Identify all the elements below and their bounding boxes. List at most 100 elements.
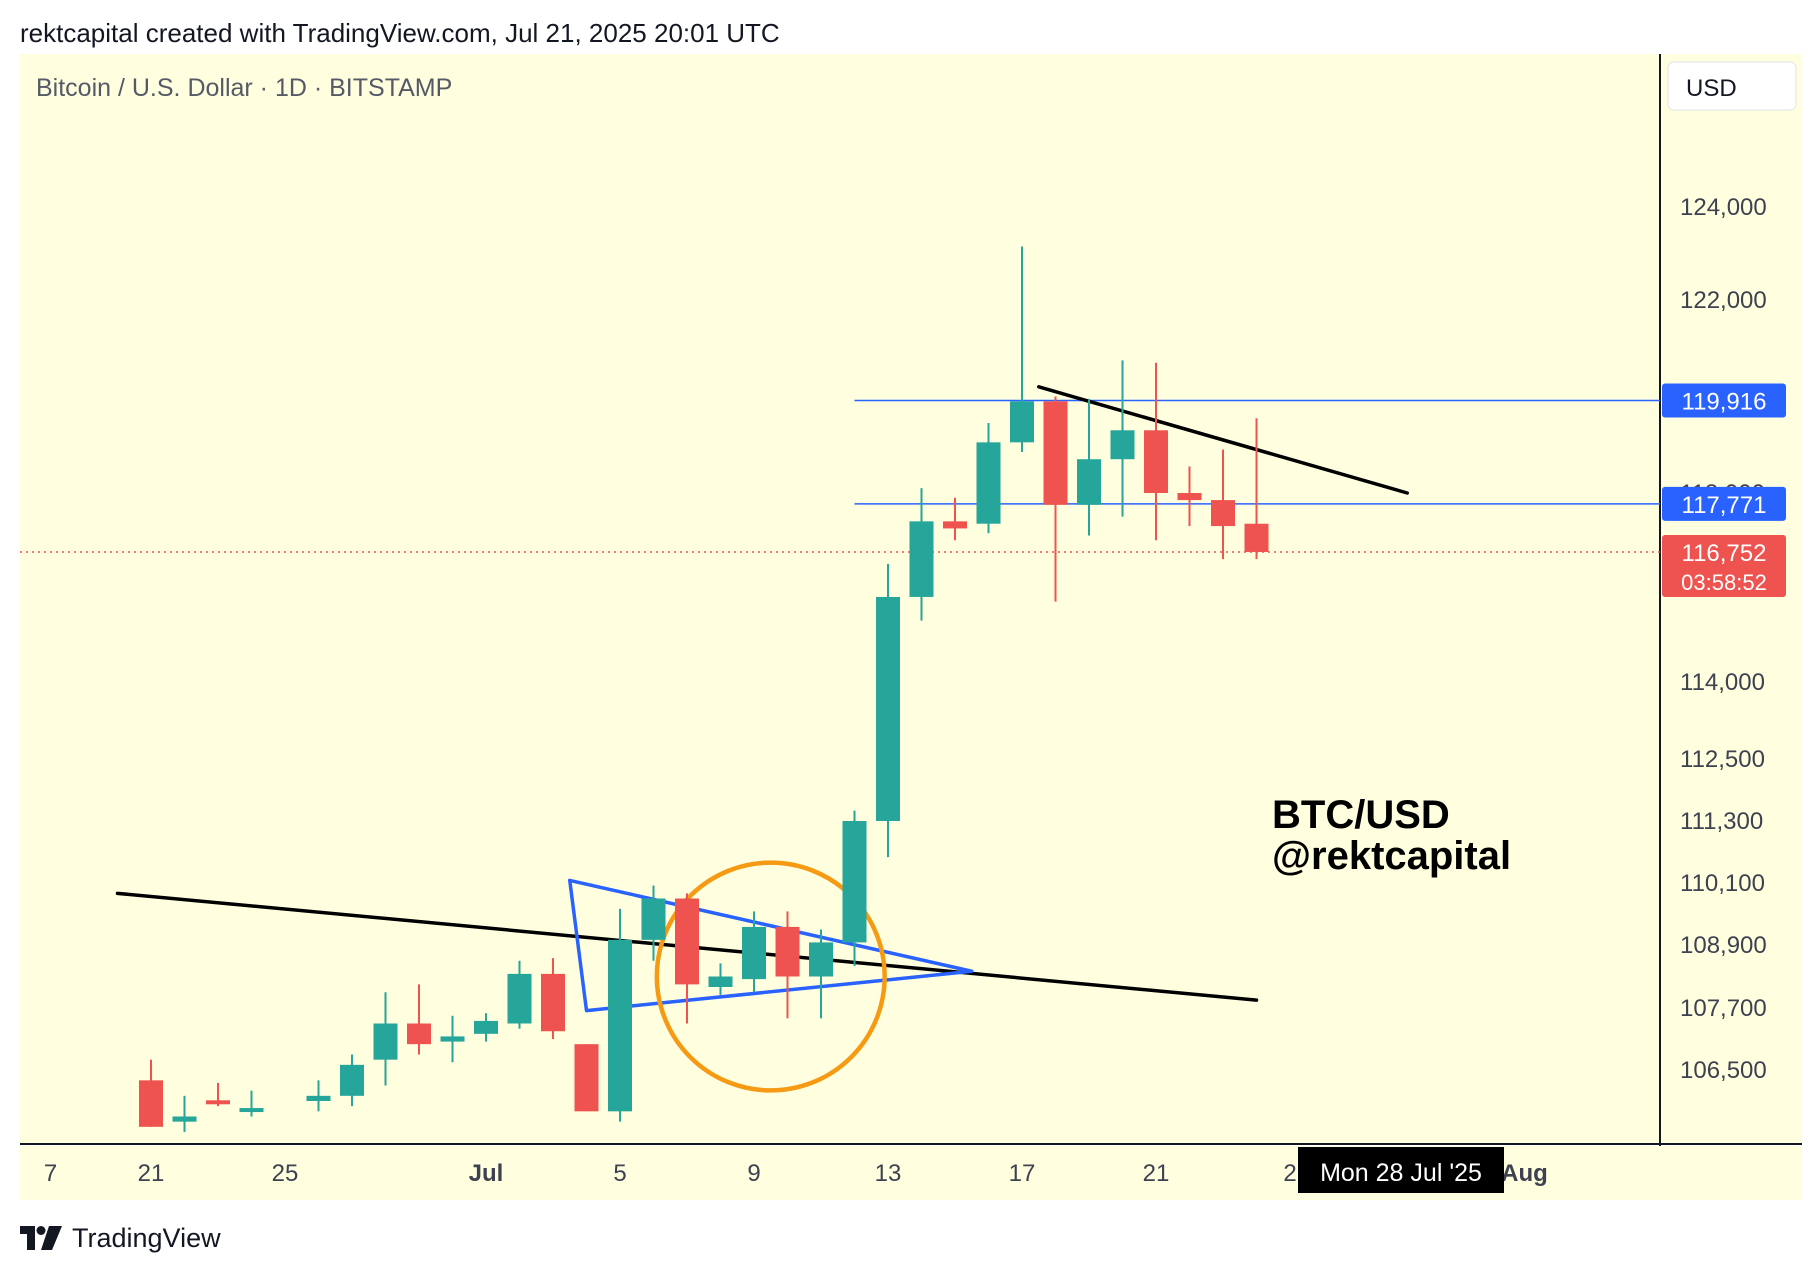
- candle-body: [373, 1023, 398, 1060]
- candle-body: [876, 596, 900, 821]
- candle: [574, 1044, 599, 1112]
- countdown-label-text: 03:58:52: [1681, 570, 1767, 595]
- candle-body: [675, 898, 699, 985]
- candle: [943, 497, 967, 541]
- candle: [407, 984, 431, 1055]
- time-axis-ticks: 7 21 25 Jul 5 9 13 17 21 2 Aug: [44, 1160, 1548, 1187]
- candle: [708, 963, 733, 995]
- candle: [172, 1095, 197, 1132]
- symbol-title: Bitcoin / U.S. Dollar · 1D · BITSTAMP: [36, 74, 452, 102]
- price-level-label-bg: [1662, 486, 1786, 521]
- time-tick-label: Jul: [469, 1160, 504, 1187]
- price-level-label-text: 117,771: [1682, 492, 1767, 519]
- price-tick-label: 108,900: [1680, 932, 1767, 959]
- price-level-label-text: 119,916: [1682, 389, 1767, 416]
- candle: [474, 1013, 498, 1042]
- price-scale-panel[interactable]: [1660, 54, 1802, 1144]
- price-tick-label: 122,000: [1680, 287, 1767, 314]
- candle: [306, 1080, 331, 1112]
- time-scale-panel[interactable]: [20, 1146, 1802, 1200]
- time-tick-label: 5: [613, 1160, 626, 1187]
- current-price-label: 116,752 03:58:52: [1662, 534, 1786, 597]
- candle: [641, 885, 666, 961]
- candle: [1110, 360, 1135, 517]
- candle: [775, 911, 800, 1019]
- price-axis-ticks: 124,000122,000118,000114,000112,500111,3…: [1680, 194, 1767, 1084]
- candles-layer: [139, 246, 1269, 1132]
- triangle-pattern: [568, 878, 974, 1013]
- price-tick-label: 106,500: [1680, 1057, 1767, 1084]
- candle-body: [842, 821, 867, 943]
- crosshair-date-text: Mon 28 Jul '25: [1320, 1159, 1482, 1187]
- candle: [809, 929, 833, 1019]
- candle: [742, 911, 766, 993]
- candle-body: [407, 1023, 431, 1045]
- candle-body: [1043, 401, 1068, 505]
- candle: [675, 893, 699, 1024]
- candle-body: [1144, 430, 1168, 493]
- candle-body: [742, 926, 766, 980]
- candle-body: [1010, 401, 1034, 443]
- time-tick-label: 17: [1009, 1160, 1036, 1187]
- price-tick-label: 112,500: [1680, 746, 1765, 773]
- price-tick-label: 124,000: [1680, 194, 1767, 221]
- candle: [139, 1059, 163, 1127]
- candle-body: [541, 973, 565, 1032]
- candle-body: [239, 1108, 264, 1113]
- footer-brand-text: TradingView: [72, 1222, 221, 1253]
- candle: [541, 958, 565, 1039]
- candle-body: [206, 1100, 230, 1105]
- candle-body: [641, 898, 666, 940]
- candle-body: [172, 1116, 197, 1122]
- candle-body: [608, 939, 632, 1112]
- price-level-label: 119,916: [1662, 383, 1786, 418]
- candle: [608, 908, 632, 1122]
- candle: [1244, 418, 1269, 560]
- footer-brand[interactable]: TradingView: [20, 1218, 221, 1258]
- time-tick-label: 21: [1143, 1160, 1170, 1187]
- price-tick-label: 114,000: [1680, 669, 1765, 696]
- time-tick-label: 2: [1283, 1160, 1296, 1187]
- price-tick-label: 110,100: [1680, 870, 1765, 897]
- candle-body: [943, 521, 967, 529]
- candle: [842, 810, 867, 966]
- candle-body: [340, 1064, 364, 1096]
- candle-body: [976, 442, 1001, 524]
- watermark-line-1: BTC/USD: [1272, 793, 1450, 837]
- chart-background: [20, 54, 1660, 1144]
- candle: [1144, 362, 1168, 541]
- time-tick-label: 21: [138, 1160, 165, 1187]
- candle: [440, 1015, 465, 1063]
- candle: [1077, 398, 1101, 536]
- candle-body: [708, 976, 733, 987]
- time-tick-label: 9: [747, 1160, 760, 1187]
- currency-button[interactable]: USD: [1667, 61, 1797, 111]
- candle-body: [507, 973, 532, 1024]
- candle: [909, 488, 934, 621]
- price-tick-label: 111,300: [1680, 808, 1763, 835]
- price-level-label-bg: [1662, 383, 1786, 418]
- currency-button-label: USD: [1686, 75, 1737, 102]
- candle-body: [1110, 430, 1135, 460]
- candle: [507, 960, 532, 1029]
- candle-body: [1211, 500, 1235, 527]
- crosshair-date-label: Mon 28 Jul '25: [1298, 1147, 1504, 1193]
- time-tick-label: 13: [875, 1160, 902, 1187]
- candle: [1211, 449, 1235, 560]
- time-tick-label: Aug: [1501, 1160, 1548, 1187]
- highlight-circle: [654, 860, 887, 1093]
- candle-body: [474, 1020, 498, 1034]
- candle-body: [1177, 493, 1202, 501]
- candle-body: [1077, 459, 1101, 505]
- candle-body: [1244, 523, 1269, 552]
- time-tick-label: 25: [272, 1160, 299, 1187]
- price-tick-label: 107,700: [1680, 995, 1767, 1022]
- candle: [373, 992, 398, 1086]
- candle: [340, 1054, 364, 1107]
- candle: [876, 563, 900, 858]
- watermark-line-2: @rektcapital: [1272, 834, 1511, 878]
- candle: [206, 1082, 230, 1107]
- price-level-label: 117,771: [1662, 486, 1786, 521]
- header-caption: rektcapital created with TradingView.com…: [20, 18, 780, 48]
